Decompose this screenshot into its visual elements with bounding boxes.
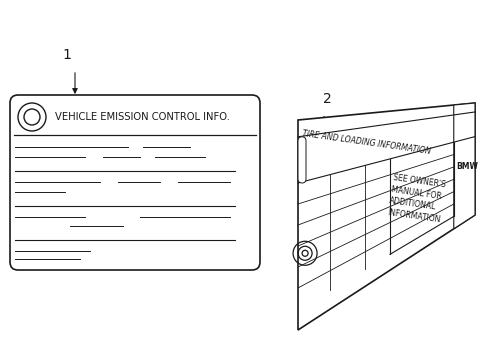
Polygon shape (454, 103, 475, 229)
Text: 1: 1 (63, 48, 72, 62)
Polygon shape (298, 103, 475, 330)
Text: TIRE AND LOADING INFORMATION: TIRE AND LOADING INFORMATION (302, 129, 431, 156)
Text: SEE OWNER'S
MANUAL FOR
ADDITIONAL
INFORMATION: SEE OWNER'S MANUAL FOR ADDITIONAL INFORM… (388, 173, 446, 224)
Text: VEHICLE EMISSION CONTROL INFO.: VEHICLE EMISSION CONTROL INFO. (55, 112, 230, 122)
Text: 2: 2 (323, 92, 332, 106)
FancyBboxPatch shape (298, 137, 306, 183)
FancyBboxPatch shape (10, 95, 260, 270)
Text: BMW: BMW (457, 162, 478, 171)
